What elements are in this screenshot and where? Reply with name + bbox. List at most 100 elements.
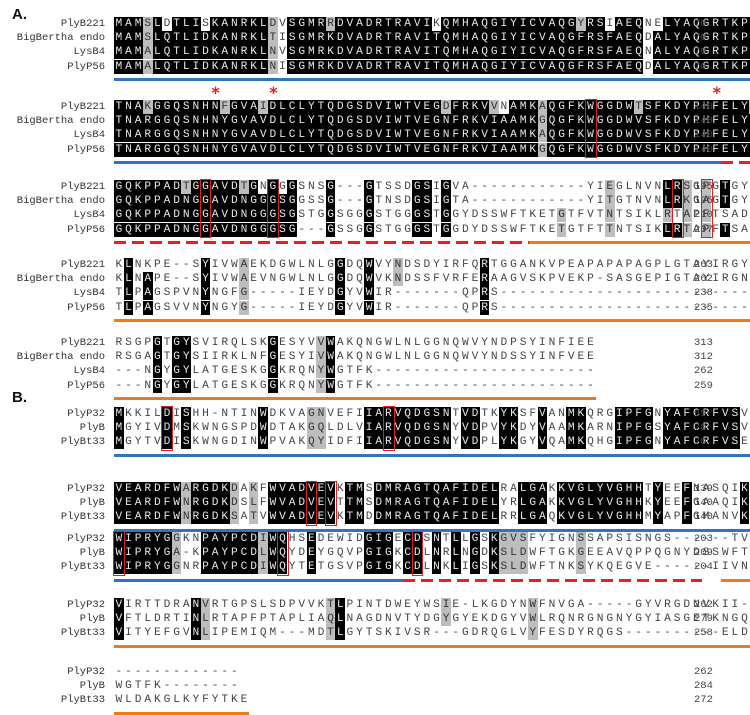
domain-2-underline (721, 578, 750, 582)
sequence-name: PlyP56 (67, 379, 105, 392)
domain-2-underline (114, 396, 596, 400)
residue-end-number: 69 (694, 408, 707, 420)
sequence-name: PlyB221 (60, 181, 105, 193)
star-marker-icon: * (712, 83, 722, 102)
sequence-name: PlyB221 (60, 337, 105, 349)
sequence-name: PlyBt33 (60, 694, 105, 707)
sequence-name: BigBertha endo (16, 115, 105, 128)
residue-end-number: 70 (694, 18, 707, 30)
residue-end-number: 272 (694, 694, 713, 707)
residue-end-number: 140 (694, 497, 713, 510)
domain-1-underline (114, 528, 750, 532)
catalytic-residue-box (305, 481, 318, 526)
residue-end-number: 139 (694, 483, 713, 495)
panel-label-a: A. (12, 6, 27, 23)
sequence-name: LysB4 (73, 287, 105, 300)
sequence-residues: ------------- (115, 666, 238, 678)
sequence-name: PlyB (79, 547, 105, 560)
residue-end-number: 262 (694, 273, 713, 286)
residue-end-number: 70 (694, 60, 707, 73)
star-marker-icon: * (211, 83, 220, 102)
residue-end-number: 209 (694, 547, 713, 560)
residue-end-number: 70 (694, 436, 707, 449)
catalytic-residue-box (325, 481, 337, 526)
sequence-name: PlyP32 (67, 408, 105, 420)
sequence-name: LysB4 (73, 46, 105, 59)
residue-end-number: 140 (694, 101, 713, 113)
catalytic-residue-box (411, 531, 424, 576)
residue-end-number: 204 (694, 561, 713, 574)
domain-1-underline (114, 77, 750, 81)
residue-end-number: 207 (694, 223, 713, 236)
sequence-name: PlyB (79, 680, 105, 693)
catalytic-residue-box (701, 179, 713, 238)
catalytic-residue-box (276, 531, 289, 576)
linker-dashed-underline (403, 578, 703, 582)
residue-end-number: 262 (694, 666, 713, 678)
sequence-name: PlyP32 (67, 533, 105, 545)
sequence-name: PlyB221 (60, 101, 105, 113)
residue-end-number: 262 (694, 365, 713, 378)
linker-dashed-underline (114, 240, 529, 244)
sequence-name: BigBertha endo (16, 351, 105, 364)
sequence-name: PlyP56 (67, 60, 105, 73)
sequence-name: LysB4 (73, 129, 105, 142)
residue-end-number: 258 (694, 627, 713, 640)
sequence-name: PlyP32 (67, 599, 105, 611)
residue-end-number: 284 (694, 680, 713, 693)
sequence-name: PlyP56 (67, 301, 105, 314)
domain-1-underline (114, 578, 404, 582)
sequence-name: LysB4 (73, 209, 105, 222)
catalytic-residue-box (199, 179, 212, 238)
sequence-name: BigBertha endo (16, 195, 105, 208)
linker-dashed-underline (721, 160, 750, 164)
residue-end-number: 259 (694, 379, 713, 392)
catalytic-residue-box (161, 406, 173, 451)
residue-end-number: 140 (694, 511, 713, 524)
residue-end-number: 235 (694, 301, 713, 314)
residue-end-number: 70 (694, 32, 707, 45)
residue-end-number: 279 (694, 613, 713, 626)
residue-end-number: 203 (694, 533, 713, 545)
sequence-name: PlyB (79, 422, 105, 435)
domain-1-underline (114, 453, 750, 457)
sequence-name: PlyBt33 (60, 627, 105, 640)
catalytic-residue-box (585, 99, 597, 158)
sequence-name: PlyB (79, 613, 105, 626)
star-marker-icon: * (269, 83, 278, 102)
residue-end-number: 140 (694, 115, 713, 128)
sequence-name: PlyB (79, 497, 105, 510)
residue-end-number: 263 (694, 259, 713, 271)
residue-end-number: 262 (694, 599, 713, 611)
catalytic-residue-box (113, 531, 125, 576)
residue-end-number: 70 (694, 422, 707, 435)
residue-end-number: 312 (694, 351, 713, 364)
residue-end-number: 313 (694, 337, 713, 349)
catalytic-residue-box (382, 406, 395, 451)
sequence-name: PlyP56 (67, 143, 105, 156)
